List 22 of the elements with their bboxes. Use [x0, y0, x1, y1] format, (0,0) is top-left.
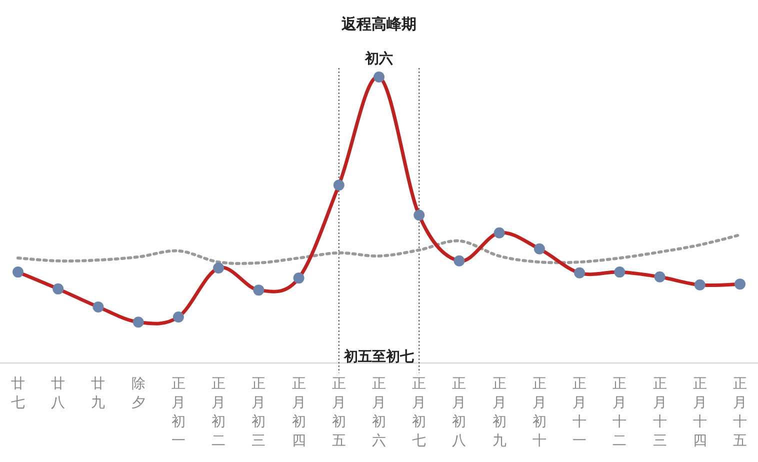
x-tick-label: 正月初一 — [171, 376, 186, 449]
x-tick-label: 正月十一 — [572, 376, 587, 449]
x-tick-label: 正月初三 — [252, 376, 266, 449]
chart-title: 返程高峰期 — [340, 15, 416, 33]
x-tick-label: 正月十二 — [612, 376, 627, 449]
x-tick-label: 正月初十 — [532, 376, 546, 449]
x-tick-label: 正月十四 — [692, 376, 707, 449]
x-tick-label: 正月初四 — [292, 376, 306, 449]
x-tick-label: 廿七 — [11, 376, 25, 411]
x-tick-label: 正月初八 — [452, 376, 466, 449]
x-tick-label: 廿九 — [91, 376, 106, 411]
annotation: 初六 — [364, 50, 393, 67]
x-tick-label: 正月初七 — [412, 376, 426, 449]
x-tick-label: 正月初二 — [212, 376, 226, 449]
x-tick-label: 除夕 — [131, 376, 146, 411]
x-tick-label: 正月十三 — [652, 376, 667, 449]
x-tick-label: 正月初五 — [332, 376, 346, 449]
annotation: 初五至初七 — [343, 348, 414, 365]
x-tick-label: 廿八 — [51, 376, 66, 411]
x-tick-label: 正月初六 — [372, 376, 386, 449]
x-tick-label: 正月初九 — [492, 376, 506, 449]
x-tick-label: 正月十五 — [733, 376, 747, 449]
